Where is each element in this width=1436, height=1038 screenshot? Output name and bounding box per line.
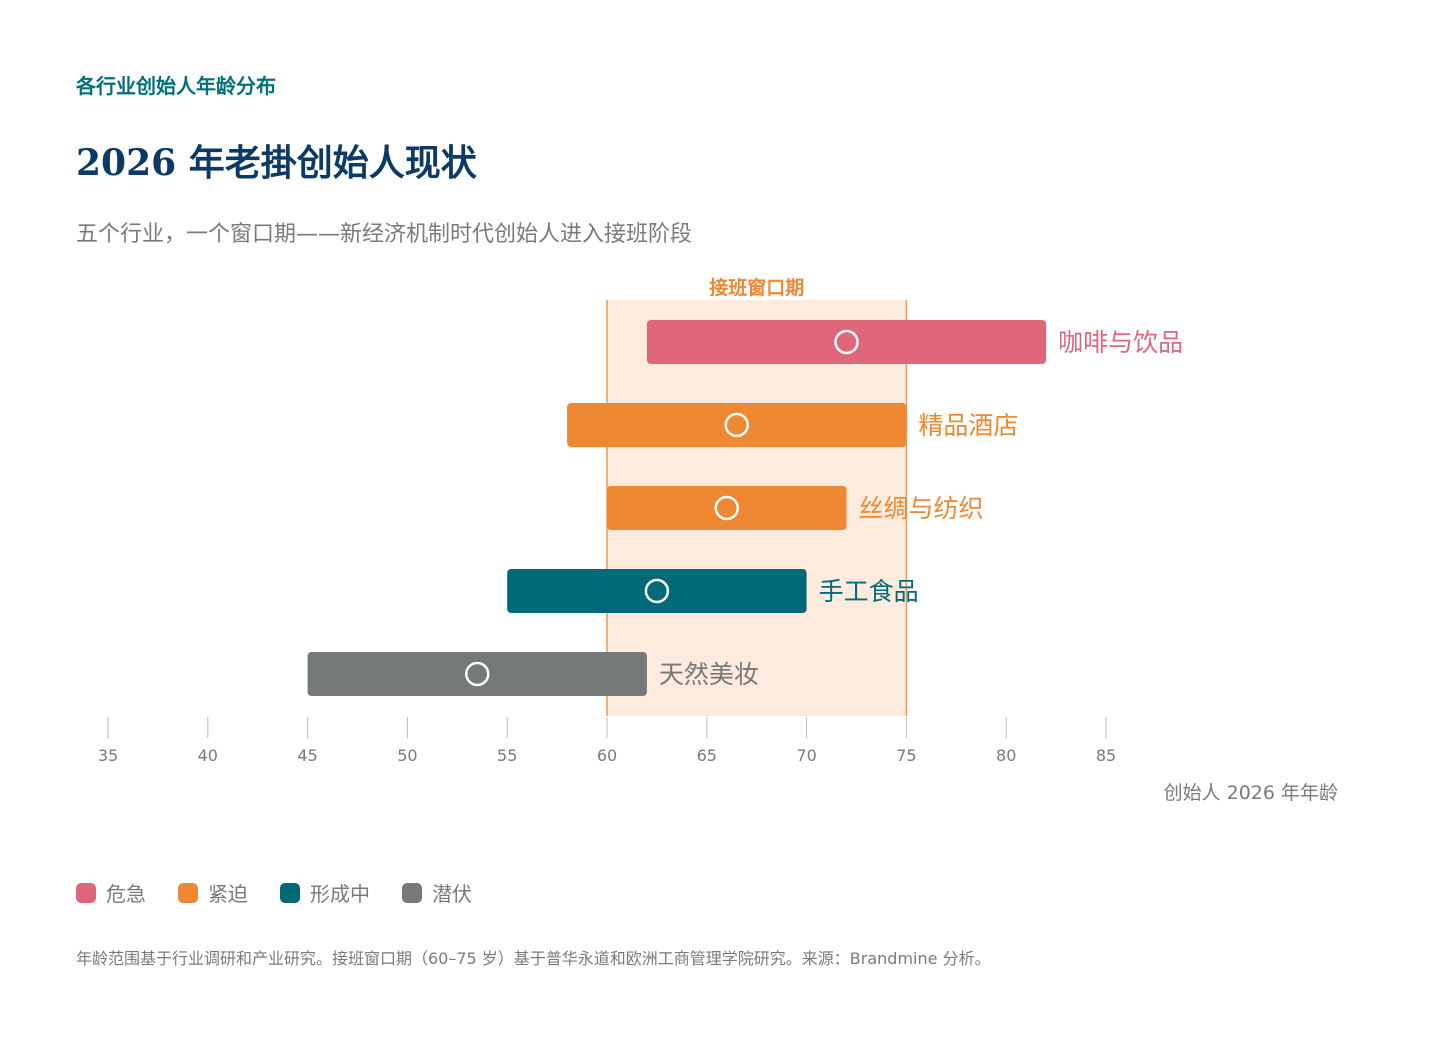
legend-label: 潜伏 bbox=[432, 882, 472, 906]
median-marker bbox=[644, 578, 670, 604]
legend-swatch bbox=[76, 882, 96, 903]
x-tick-label: 45 bbox=[297, 746, 317, 765]
legend-item: 潜伏 bbox=[402, 878, 472, 907]
median-marker bbox=[714, 495, 740, 521]
range-bar bbox=[646, 320, 1047, 364]
range-bar bbox=[567, 403, 907, 447]
x-tick-label: 80 bbox=[996, 746, 1016, 765]
x-tick-label: 40 bbox=[198, 746, 218, 765]
x-tick-label: 50 bbox=[397, 746, 417, 765]
chart-subtitle: 五个行业，一个窗口期——新经济机制时代创始人进入接班阶段 bbox=[76, 222, 693, 247]
legend-swatch bbox=[402, 882, 422, 903]
category-label: 手工食品 bbox=[819, 577, 919, 606]
legend-item: 危急 bbox=[76, 878, 146, 907]
median-marker bbox=[465, 661, 490, 687]
x-tick-label: 75 bbox=[896, 746, 916, 765]
median-marker bbox=[724, 412, 749, 438]
x-tick-label: 55 bbox=[497, 746, 517, 765]
legend-item: 形成中 bbox=[280, 878, 370, 907]
x-tick-label: 65 bbox=[697, 746, 717, 765]
range-bar bbox=[507, 569, 807, 613]
x-tick-label: 35 bbox=[98, 746, 118, 765]
chart-kicker: 各行业创始人年龄分布 bbox=[76, 74, 276, 98]
chart-title: 2026 年老掛创始人现状 bbox=[76, 142, 477, 184]
x-tick-label: 85 bbox=[1096, 746, 1116, 765]
category-label: 精品酒店 bbox=[918, 411, 1018, 440]
category-label: 天然美妆 bbox=[659, 660, 759, 689]
legend-label: 紧迫 bbox=[208, 882, 248, 906]
legend-swatch bbox=[178, 882, 198, 903]
category-label: 丝绸与纺织 bbox=[859, 494, 984, 523]
legend-item: 紧迫 bbox=[178, 878, 248, 907]
legend-label: 形成中 bbox=[310, 882, 370, 906]
legend: 危急 紧迫 形成中 潜伏 bbox=[76, 878, 472, 907]
category-label: 咖啡与饮品 bbox=[1058, 328, 1183, 357]
x-tick-label: 70 bbox=[796, 746, 816, 765]
x-axis-label: 创始人 2026 年年龄 bbox=[1164, 782, 1338, 804]
x-tick-label: 60 bbox=[597, 746, 617, 765]
window-label: 接班窗口期 bbox=[709, 276, 804, 299]
range-bar bbox=[607, 486, 847, 530]
legend-label: 危急 bbox=[106, 882, 146, 906]
legend-swatch bbox=[280, 882, 300, 903]
median-marker bbox=[834, 329, 859, 355]
footnote: 年龄范围基于行业调研和产业研究。接班窗口期（60–75 岁）基于普华永道和欧洲工… bbox=[76, 949, 991, 968]
range-bar bbox=[307, 652, 647, 696]
